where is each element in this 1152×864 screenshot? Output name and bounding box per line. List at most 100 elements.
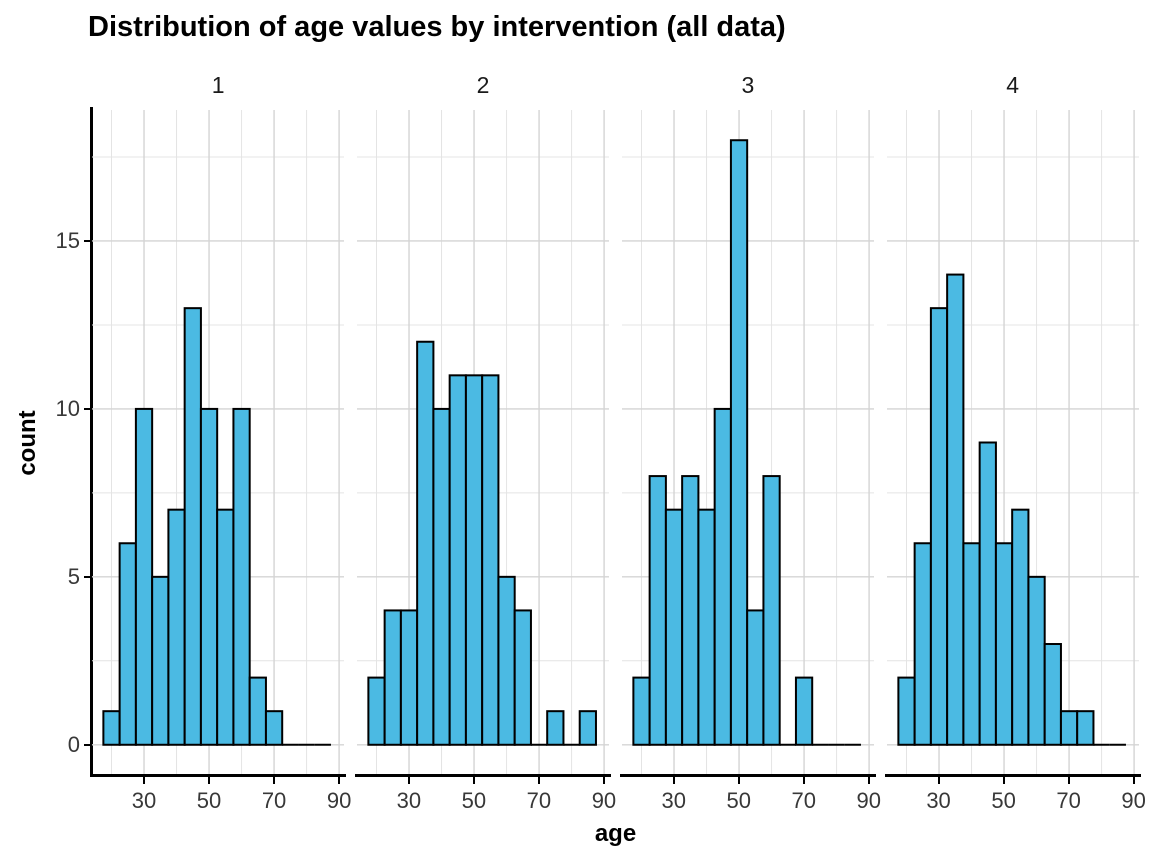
histogram-bar: [794, 676, 813, 746]
x-tick-label: 30: [926, 788, 951, 813]
histogram-bar: [513, 609, 532, 746]
histogram-bar: [713, 407, 732, 746]
x-tick-label: 70: [261, 788, 287, 813]
x-tick-label: 30: [396, 788, 422, 813]
x-tick-mark: [802, 777, 805, 784]
facet-strip-label: 4: [1006, 72, 1020, 98]
bars-group: [896, 273, 1126, 746]
y-tick-label: 5: [67, 563, 80, 589]
histogram-bar: [1059, 710, 1078, 746]
histogram-bar: [118, 542, 137, 746]
histogram-bar: [102, 710, 121, 746]
histogram-bar: [432, 407, 451, 746]
histogram-bar: [464, 374, 484, 746]
x-tick-label: 50: [726, 788, 751, 813]
histogram-bar: [448, 374, 467, 746]
y-tick-mark: [84, 743, 91, 746]
y-tick-label: 0: [67, 731, 80, 757]
x-tick-label: 90: [591, 788, 617, 813]
bars-group: [367, 340, 597, 746]
x-tick-label: 30: [131, 788, 157, 813]
facet-panel: [92, 110, 345, 775]
x-tick-mark: [472, 777, 475, 784]
bars-group: [632, 139, 861, 746]
histogram-bar: [167, 508, 186, 746]
x-tick-label: 90: [326, 788, 352, 813]
x-tick-label: 50: [196, 788, 222, 813]
x-axis-title: age: [594, 820, 637, 847]
x-tick-label: 30: [661, 788, 686, 813]
histogram-bar: [399, 609, 418, 746]
facet-panel: [886, 110, 1139, 775]
histogram-bar: [497, 575, 516, 746]
facet-strip-label: 1: [211, 72, 225, 98]
histogram-bar: [367, 676, 386, 746]
histogram-bar: [578, 710, 597, 746]
x-tick-label: 50: [991, 788, 1016, 813]
x-tick-label: 90: [856, 788, 882, 813]
x-axis-line: [90, 774, 347, 777]
histogram-bar: [697, 508, 716, 746]
histogram-bar: [199, 407, 219, 746]
x-tick-label: 70: [791, 788, 816, 813]
x-axis-line: [354, 774, 612, 777]
y-tick-mark: [84, 575, 91, 578]
x-tick-mark: [1132, 777, 1135, 784]
histogram-bar: [1075, 710, 1095, 746]
x-tick-label: 50: [461, 788, 487, 813]
histogram-bar: [978, 441, 997, 746]
y-tick-label: 15: [55, 227, 80, 253]
histogram-bar: [134, 407, 154, 746]
histogram-bar: [745, 609, 765, 746]
chart-title: Distribution of age values by interventi…: [88, 11, 786, 43]
histogram-bar: [632, 676, 651, 746]
x-tick-mark: [338, 777, 341, 784]
y-tick-label: 10: [55, 395, 80, 421]
x-tick-mark: [867, 777, 870, 784]
x-tick-label: 90: [1121, 788, 1146, 813]
facet-panel: [621, 110, 874, 775]
histogram-bar: [151, 575, 170, 746]
histogram-bar: [648, 475, 667, 746]
x-tick-label: 70: [1056, 788, 1081, 813]
histogram-bar: [929, 307, 948, 746]
histogram-bar: [664, 508, 683, 746]
histogram-bar: [232, 407, 251, 746]
histogram-bar: [481, 374, 500, 746]
histogram-bar: [913, 542, 932, 746]
histogram-bar: [1010, 508, 1029, 746]
histogram-bar: [680, 475, 700, 746]
histogram-bar: [729, 139, 748, 746]
x-tick-mark: [737, 777, 740, 784]
histogram-bar: [1043, 643, 1062, 746]
histogram-bar: [264, 710, 284, 746]
x-tick-mark: [208, 777, 211, 784]
gridlines-minor: [356, 110, 610, 775]
x-tick-label: 70: [526, 788, 552, 813]
x-tick-mark: [1002, 777, 1005, 784]
histogram-bar: [546, 710, 565, 746]
y-tick-mark: [84, 239, 91, 242]
x-axis-line: [619, 774, 876, 777]
y-axis-title: count: [14, 410, 41, 476]
bars-group: [102, 307, 331, 746]
histogram-bar: [415, 340, 435, 746]
histogram-bar: [248, 676, 267, 746]
histogram-bar: [762, 475, 781, 746]
facet-strip-label: 2: [476, 72, 490, 98]
histogram-bar: [896, 676, 916, 746]
histogram-bar: [1026, 575, 1046, 746]
x-tick-mark: [537, 777, 540, 784]
y-tick-mark: [84, 407, 91, 410]
histogram-bar: [961, 542, 981, 746]
x-tick-mark: [1067, 777, 1070, 784]
x-tick-mark: [937, 777, 940, 784]
x-tick-mark: [407, 777, 410, 784]
facet-strip-label: 3: [741, 72, 755, 98]
x-axis-line: [884, 774, 1141, 777]
histogram-bar: [383, 609, 402, 746]
histogram-bar: [216, 508, 235, 746]
y-axis-line: [90, 107, 93, 777]
x-tick-mark: [273, 777, 276, 784]
facet-panel: [356, 110, 610, 775]
